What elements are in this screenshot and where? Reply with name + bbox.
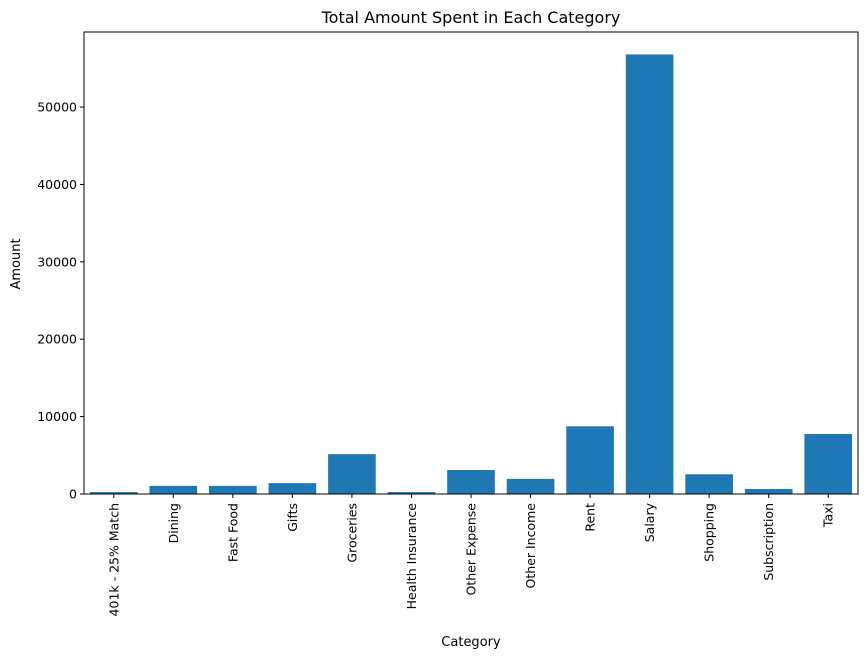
bar-4 — [328, 454, 376, 494]
x-tick-label: Subscription — [761, 503, 776, 581]
x-tick-label: Taxi — [821, 503, 836, 528]
plot-frame — [83, 31, 859, 495]
bar-2 — [209, 485, 257, 494]
bar-8 — [566, 426, 614, 494]
y-tick-label: 40000 — [37, 177, 77, 192]
x-tick-label: Dining — [166, 503, 181, 543]
bar-7 — [506, 478, 555, 494]
bar-5 — [387, 492, 436, 494]
bar-6 — [447, 470, 495, 494]
y-tick-label: 30000 — [37, 254, 77, 269]
y-tick-label: 50000 — [37, 100, 77, 115]
bar-10 — [685, 474, 733, 494]
x-tick-label: 401k - 25% Match — [106, 503, 121, 616]
y-tick-label: 0 — [69, 487, 77, 502]
x-tick-label: Gifts — [285, 503, 300, 532]
x-axis: 401k - 25% Match Dining Fast Food Gifts Groc… — [106, 494, 836, 616]
x-tick-label: Shopping — [702, 503, 717, 562]
x-tick-label: Fast Food — [225, 503, 240, 562]
x-tick-label: Other Expense — [464, 503, 479, 596]
bars-group — [89, 54, 853, 495]
x-tick-label: Other Income — [523, 503, 538, 589]
y-axis-label: Amount — [9, 238, 24, 289]
y-tick-label: 20000 — [37, 332, 77, 347]
bar-0 — [89, 492, 138, 494]
bar-11 — [744, 488, 793, 494]
bar-12 — [804, 434, 853, 494]
x-tick-label: Health Insurance — [404, 503, 419, 610]
chart-title: Total Amount Spent in Each Category — [321, 8, 621, 27]
x-tick-label: Groceries — [344, 503, 359, 563]
bar-1 — [149, 485, 198, 494]
x-axis-label: Category — [441, 635, 501, 650]
y-tick-label: 10000 — [37, 409, 77, 424]
bar-3 — [268, 483, 317, 494]
bar-9 — [625, 54, 674, 495]
y-axis: 0 10000 20000 30000 40000 50000 — [37, 100, 84, 502]
x-tick-label: Salary — [642, 502, 657, 542]
x-tick-label: Rent — [583, 503, 598, 532]
